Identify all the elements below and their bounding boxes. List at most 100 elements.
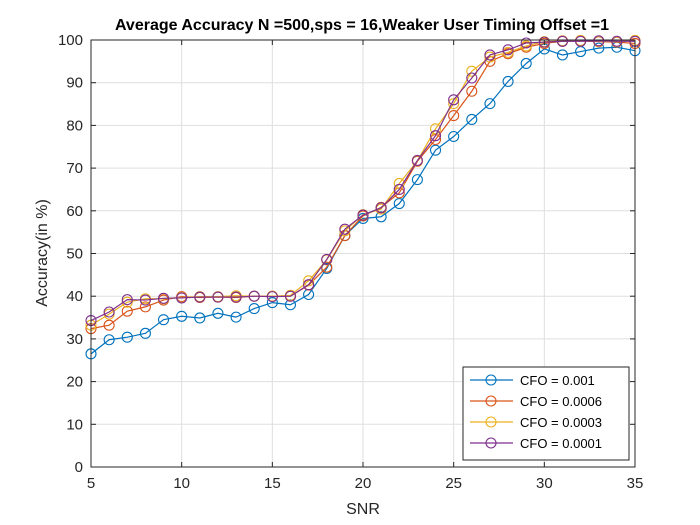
data-point (448, 94, 460, 106)
data-point (139, 327, 151, 339)
data-point (375, 211, 387, 223)
legend-marker (485, 395, 497, 407)
data-point (502, 44, 514, 56)
y-tick-label: 30 (66, 331, 83, 348)
x-axis-label: SNR (346, 501, 380, 518)
data-point (139, 301, 151, 313)
data-point (429, 123, 442, 135)
data-point (520, 40, 532, 52)
data-point (248, 290, 260, 302)
data-point (121, 305, 133, 317)
series-line (90, 46, 636, 355)
data-point (176, 292, 188, 304)
data-point (284, 290, 297, 302)
data-point (429, 130, 442, 142)
legend-label: CFO = 0.0003 (520, 415, 602, 430)
data-point (194, 312, 206, 324)
data-point (448, 98, 460, 110)
data-point (484, 98, 496, 110)
data-point (466, 85, 478, 97)
legend-marker (485, 437, 497, 449)
data-point (266, 291, 278, 303)
x-tick-label: 10 (173, 475, 190, 492)
data-point (538, 36, 550, 48)
legend-marker (485, 416, 497, 428)
legend-marker (485, 374, 497, 386)
data-point (393, 197, 405, 210)
data-point (103, 334, 115, 346)
data-point (466, 113, 478, 125)
data-point (157, 292, 170, 304)
data-point (593, 35, 605, 47)
legend-label: CFO = 0.0006 (520, 394, 602, 409)
data-point (411, 154, 423, 166)
y-tick-label: 60 (66, 203, 83, 220)
data-point (357, 209, 369, 221)
legend-entry: CFO = 0.0006 (470, 394, 602, 409)
data-point (448, 130, 460, 143)
data-point (593, 42, 605, 54)
data-point (339, 223, 351, 235)
data-point (520, 37, 532, 49)
data-point (502, 46, 514, 58)
data-point (139, 294, 151, 306)
legend-label: CFO = 0.0001 (520, 436, 602, 451)
data-point (121, 294, 133, 306)
x-tick-label: 20 (355, 475, 372, 492)
data-point (502, 75, 514, 87)
data-point (176, 310, 188, 322)
data-point (248, 303, 260, 315)
y-tick-label: 20 (66, 374, 83, 391)
data-point (375, 202, 387, 214)
data-point (230, 291, 242, 303)
data-point (303, 275, 315, 287)
y-tick-label: 0 (75, 459, 83, 476)
x-tick-label: 30 (536, 475, 553, 492)
x-tick-label: 5 (87, 475, 95, 492)
data-point (230, 311, 242, 323)
data-point (103, 306, 115, 318)
y-tick-label: 70 (66, 160, 83, 177)
data-point (393, 187, 405, 199)
data-point (212, 291, 224, 303)
y-tick-label: 100 (58, 32, 83, 49)
data-point (121, 331, 133, 343)
data-point (157, 314, 170, 326)
data-point (520, 57, 532, 70)
data-point (575, 35, 587, 47)
data-point (284, 299, 297, 311)
legend-box (462, 366, 630, 461)
legend-label: CFO = 0.001 (520, 373, 595, 388)
data-point (393, 183, 405, 195)
data-point (556, 49, 569, 61)
y-tick-label: 80 (66, 117, 83, 134)
x-tick-label: 25 (445, 475, 462, 492)
data-point (556, 35, 569, 47)
legend-entry: CFO = 0.0001 (470, 436, 602, 451)
y-tick-label: 90 (66, 75, 83, 92)
data-point (448, 110, 460, 122)
axis-ticks: 5 10 15 20 25 30 35 0 10 20 30 40 50 60 70 80 90 100 (58, 32, 643, 492)
data-point (103, 319, 115, 331)
y-tick-label: 40 (66, 288, 83, 305)
x-tick-label: 15 (264, 475, 281, 492)
y-tick-label: 50 (66, 246, 83, 263)
chart-title: Average Accuracy N =500,sps = 16,Weaker … (115, 17, 609, 34)
data-point (212, 307, 224, 319)
x-tick-label: 35 (627, 475, 644, 492)
data-point (321, 253, 333, 266)
data-point (411, 174, 423, 186)
data-point (611, 35, 623, 47)
data-point (484, 49, 496, 61)
data-point (266, 297, 278, 309)
legend: CFO = 0.001 CFO = 0.0006 CFO = 0.0003 CFO =… (462, 366, 630, 461)
legend-entry: CFO = 0.001 (470, 373, 595, 388)
y-axis-label: Accuracy(in %) (34, 199, 51, 307)
data-point (121, 296, 133, 308)
y-tick-label: 10 (66, 416, 83, 433)
data-point (466, 72, 478, 84)
data-point (429, 144, 442, 156)
data-point (303, 279, 315, 291)
legend-entry: CFO = 0.0003 (470, 415, 602, 430)
